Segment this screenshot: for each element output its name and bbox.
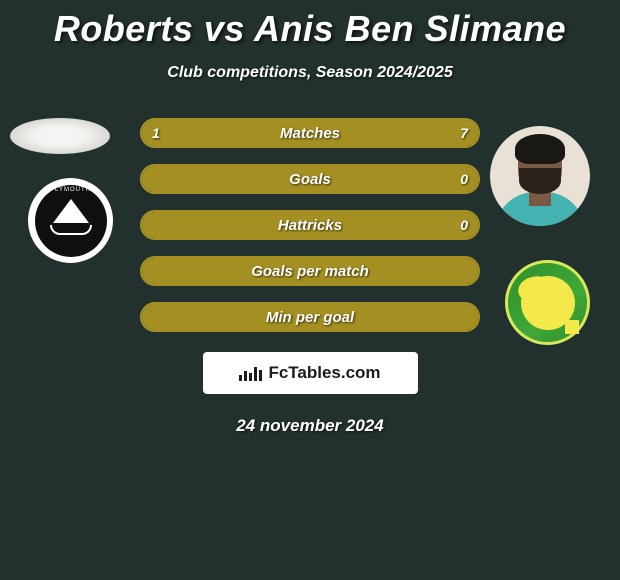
stat-value-left: 1	[152, 120, 160, 146]
player-avatar-left	[10, 118, 110, 154]
stat-value-right: 0	[460, 212, 468, 238]
footer-brand: FcTables.com	[203, 352, 418, 394]
date-label: 24 november 2024	[0, 416, 620, 436]
stat-label: Goals per match	[142, 258, 478, 284]
stat-value-right: 0	[460, 166, 468, 192]
club-name-left: PLYMOUTH	[50, 187, 91, 193]
club-badge-right	[505, 260, 590, 345]
chart-icon	[239, 365, 262, 381]
club-badge-left: PLYMOUTH	[28, 178, 113, 263]
stats-container: Matches17Goals0Hattricks0Goals per match…	[140, 118, 480, 332]
player-avatar-right	[490, 126, 590, 226]
stat-bar: Hattricks0	[140, 210, 480, 240]
stat-bar: Min per goal	[140, 302, 480, 332]
stat-bar: Goals0	[140, 164, 480, 194]
stat-label: Matches	[142, 120, 478, 146]
stat-value-right: 7	[460, 120, 468, 146]
stat-bar: Matches1 7	[140, 118, 480, 148]
stat-label: Goals	[142, 166, 478, 192]
subtitle: Club competitions, Season 2024/2025	[0, 64, 620, 82]
stat-label: Min per goal	[142, 304, 478, 330]
page-title: Roberts vs Anis Ben Slimane	[0, 0, 620, 50]
footer-brand-text: FcTables.com	[268, 363, 380, 383]
stat-bar: Goals per match	[140, 256, 480, 286]
stat-label: Hattricks	[142, 212, 478, 238]
